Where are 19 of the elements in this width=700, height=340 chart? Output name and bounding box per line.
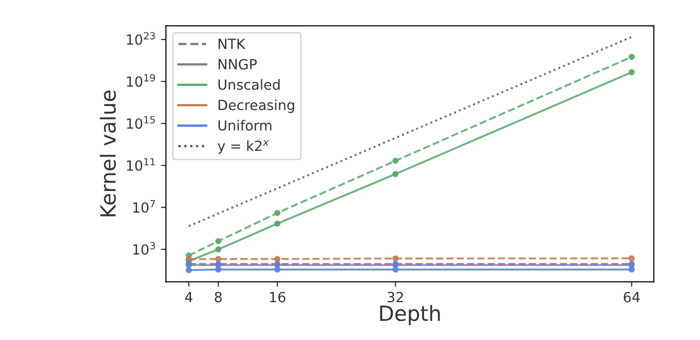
x-tick-label: 16 (270, 292, 286, 302)
y-tick-label: 10$^{15}$ (127, 116, 155, 129)
legend-label: Unscaled (218, 79, 280, 90)
y-tick-label: 10$^{7}$ (133, 200, 155, 213)
y-tick-label: 10$^{11}$ (127, 158, 155, 171)
x-axis-title: Depth (380, 305, 440, 326)
legend-label: y = k2$^{x}$ (218, 140, 269, 154)
legend-label: NTK (218, 38, 246, 49)
x-tick-label: 32 (388, 292, 403, 302)
y-tick-label: 10$^{3}$ (133, 242, 155, 255)
x-tick-label: 64 (624, 292, 640, 302)
y-tick-label: 10$^{23}$ (127, 32, 155, 45)
legend-label: Decreasing (218, 100, 294, 113)
y-tick-label: 10$^{19}$ (127, 74, 155, 87)
legend-label: Uniform (218, 120, 272, 131)
y-axis-title: Kernel value (100, 90, 116, 216)
x-tick-label: 8 (214, 292, 222, 302)
legend-label: NNGP (218, 58, 257, 70)
x-tick-label: 4 (185, 292, 192, 302)
